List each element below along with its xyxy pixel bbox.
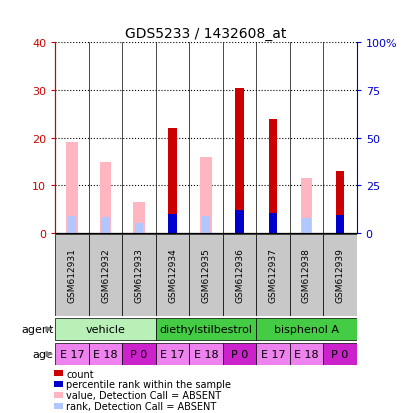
Bar (268, 214, 276, 233)
Bar (256, 234, 289, 316)
Bar (300, 179, 312, 233)
Text: percentile rank within the sample: percentile rank within the sample (66, 380, 231, 389)
Bar (155, 343, 189, 365)
Bar (322, 234, 356, 316)
Bar (54, 392, 62, 398)
Bar (155, 318, 256, 340)
Text: GSM612935: GSM612935 (201, 248, 210, 302)
Text: GSM612934: GSM612934 (168, 248, 177, 302)
Bar (235, 88, 243, 233)
Text: P 0: P 0 (130, 349, 147, 359)
Bar (235, 211, 243, 233)
Bar (99, 163, 111, 233)
Text: E 17: E 17 (160, 349, 184, 359)
Bar (54, 381, 62, 387)
Bar (222, 343, 256, 365)
Bar (66, 143, 78, 233)
Bar (289, 343, 322, 365)
Bar (55, 318, 155, 340)
Bar (168, 129, 176, 233)
Text: P 0: P 0 (330, 349, 348, 359)
Text: GSM612931: GSM612931 (67, 248, 76, 302)
Text: GSM612933: GSM612933 (134, 248, 143, 302)
Bar (168, 214, 176, 233)
Text: GSM612932: GSM612932 (101, 248, 110, 302)
Text: E 17: E 17 (260, 349, 285, 359)
Bar (54, 370, 62, 376)
Bar (322, 343, 356, 365)
Bar (133, 202, 144, 233)
Bar (135, 224, 143, 233)
Text: rank, Detection Call = ABSENT: rank, Detection Call = ABSENT (66, 401, 216, 411)
Bar (55, 343, 89, 365)
Bar (335, 172, 343, 233)
Bar (122, 343, 155, 365)
Text: GSM612939: GSM612939 (335, 248, 344, 302)
Text: count: count (66, 369, 94, 379)
Bar (201, 216, 210, 233)
Text: value, Detection Call = ABSENT: value, Detection Call = ABSENT (66, 390, 221, 400)
Bar (189, 343, 222, 365)
Bar (189, 234, 222, 316)
Text: vehicle: vehicle (85, 324, 125, 335)
Text: E 18: E 18 (293, 349, 318, 359)
Title: GDS5233 / 1432608_at: GDS5233 / 1432608_at (125, 27, 286, 41)
Bar (55, 234, 89, 316)
Bar (54, 403, 62, 408)
Bar (222, 234, 256, 316)
Bar (268, 119, 276, 233)
Text: bisphenol A: bisphenol A (273, 324, 338, 335)
Bar (155, 234, 189, 316)
Text: age: age (33, 349, 54, 359)
Bar (256, 318, 356, 340)
Bar (89, 234, 122, 316)
Text: agent: agent (21, 324, 54, 335)
Bar (335, 215, 343, 233)
Bar (101, 217, 110, 233)
Text: GSM612936: GSM612936 (234, 248, 243, 302)
Text: E 17: E 17 (60, 349, 84, 359)
Bar (68, 216, 76, 233)
Bar (200, 157, 211, 233)
Text: E 18: E 18 (93, 349, 118, 359)
Text: diethylstilbestrol: diethylstilbestrol (159, 324, 252, 335)
Bar (301, 218, 310, 233)
Text: E 18: E 18 (193, 349, 218, 359)
Bar (122, 234, 155, 316)
Bar (89, 343, 122, 365)
Bar (289, 234, 322, 316)
Text: GSM612937: GSM612937 (268, 248, 277, 302)
Text: P 0: P 0 (230, 349, 247, 359)
Bar (256, 343, 289, 365)
Text: GSM612938: GSM612938 (301, 248, 310, 302)
